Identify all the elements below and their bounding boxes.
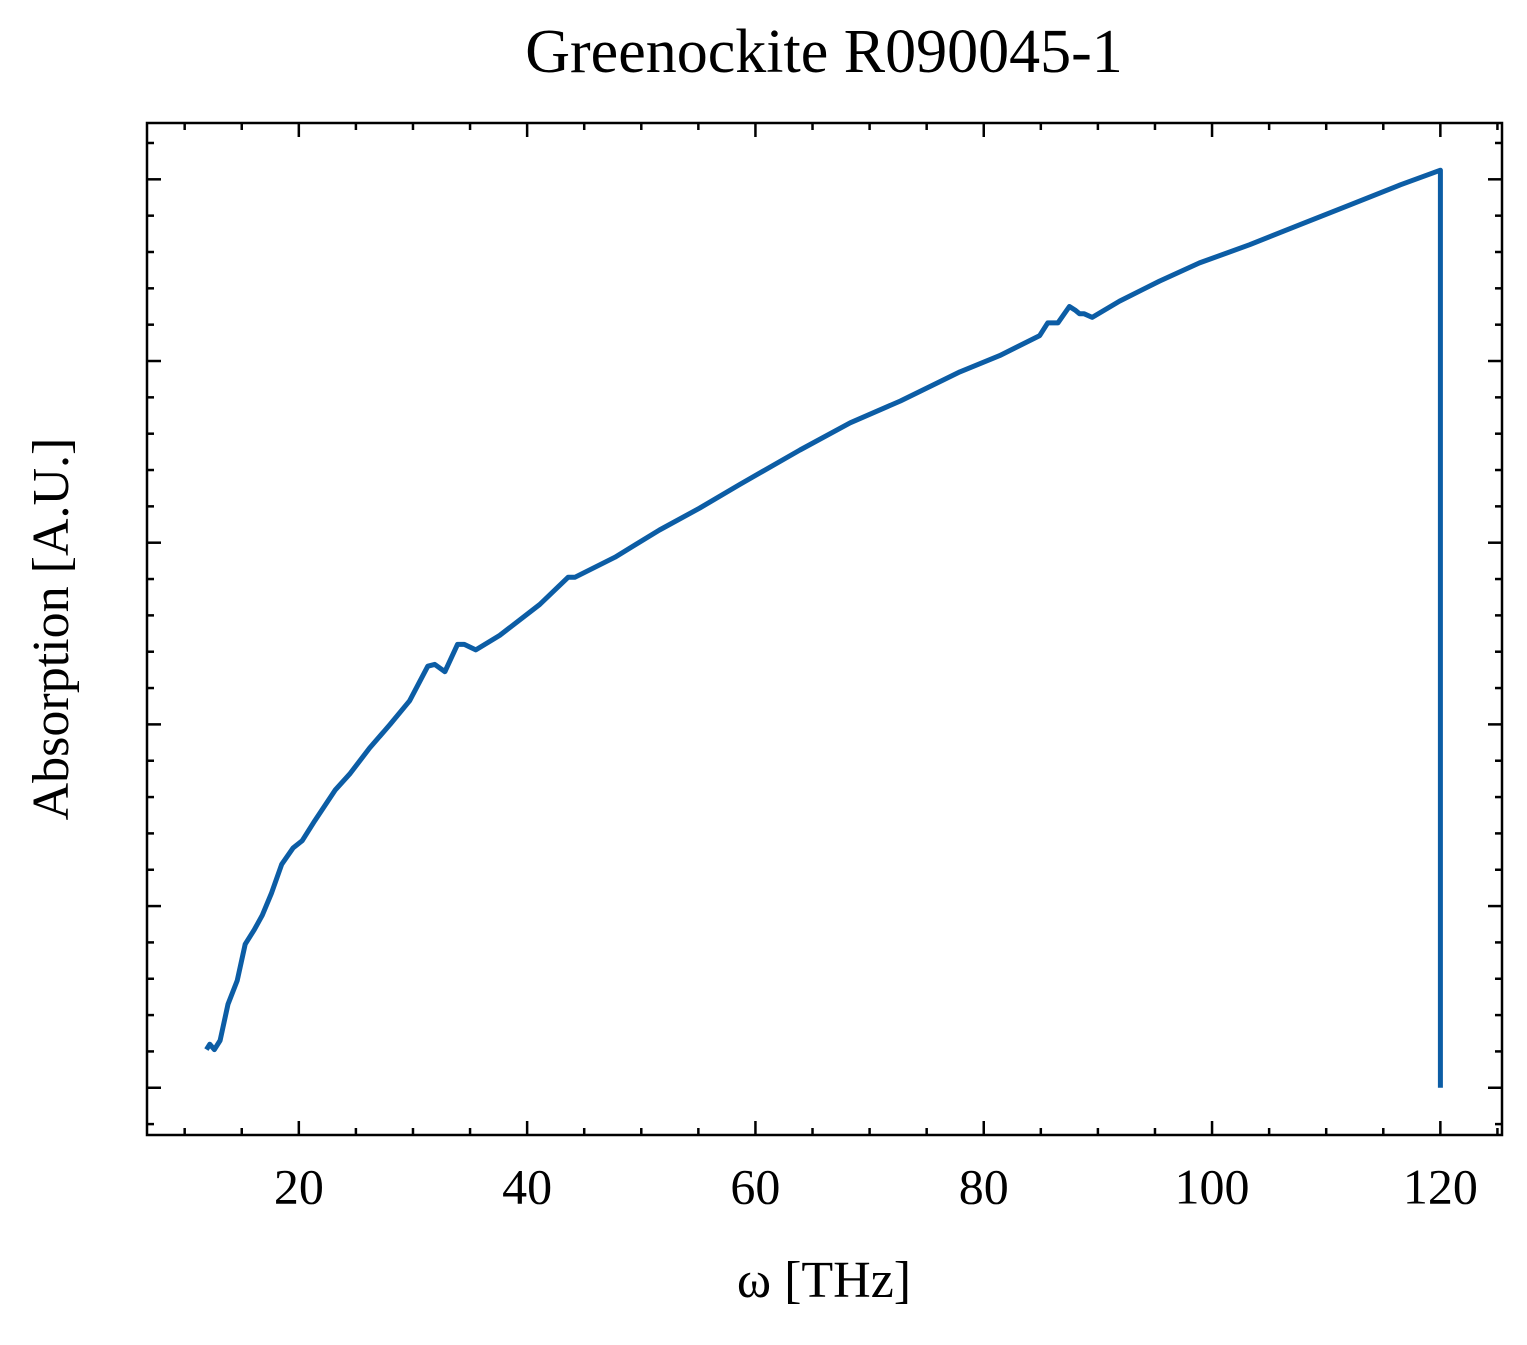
x-tick-label: 100 xyxy=(1175,1158,1250,1214)
chart-title: Greenockite R090045-1 xyxy=(525,18,1122,86)
x-tick-label: 40 xyxy=(502,1158,552,1214)
y-axis-label: Absorption [A.U.] xyxy=(23,438,80,821)
x-tick-label: 20 xyxy=(274,1158,324,1214)
x-tick-label: 80 xyxy=(959,1158,1009,1214)
data-line xyxy=(204,167,1443,1088)
x-tick-label: 60 xyxy=(730,1158,780,1214)
x-tick-label: 120 xyxy=(1403,1158,1478,1214)
x-axis-label: ω [THz] xyxy=(737,1252,911,1309)
plot-frame xyxy=(145,121,1504,1137)
